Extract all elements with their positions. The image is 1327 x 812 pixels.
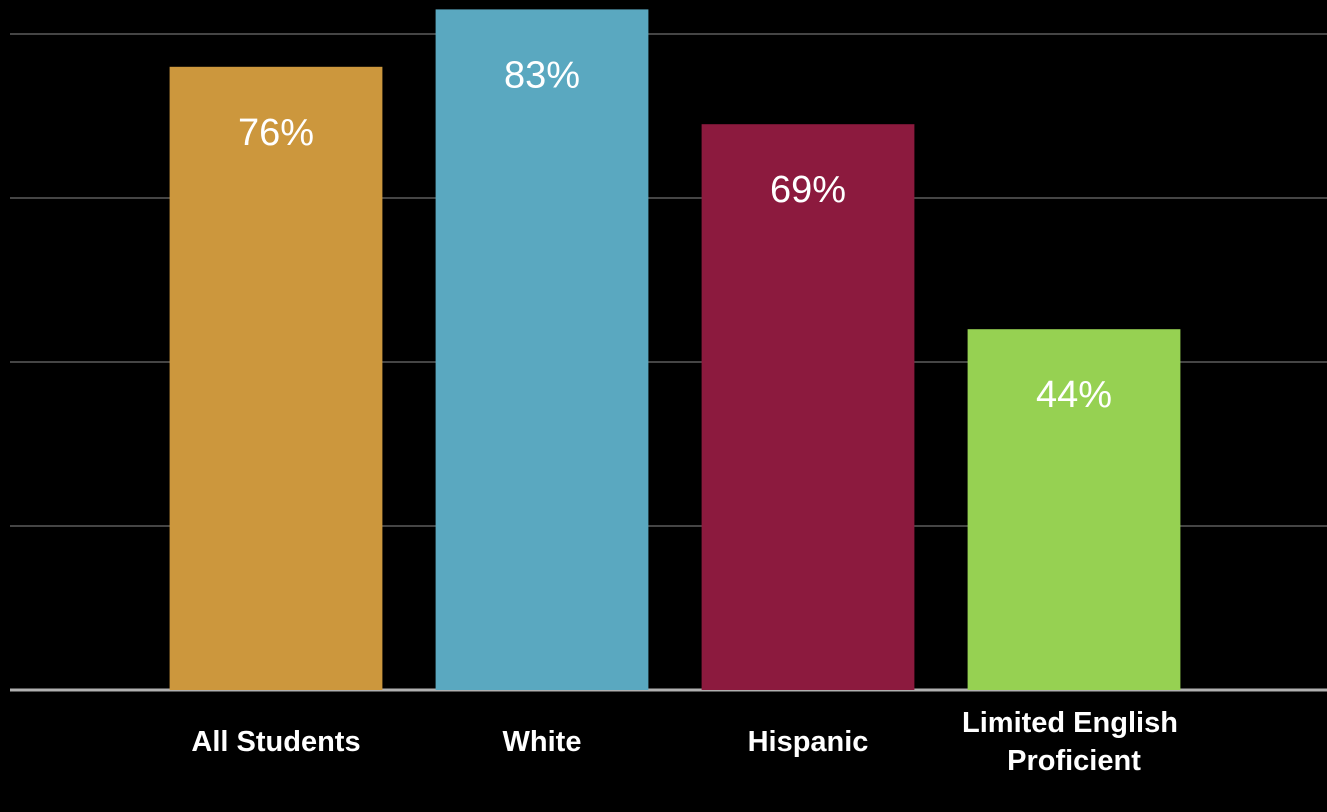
value-label: 69% <box>770 169 846 211</box>
bar <box>701 124 915 690</box>
value-label: 83% <box>504 54 580 96</box>
bar <box>169 66 383 691</box>
x-tick-label: Hispanic <box>748 726 869 758</box>
label-line: Hispanic <box>748 726 869 758</box>
x-tick-label: All Students <box>191 726 360 758</box>
label-line: White <box>503 726 582 758</box>
value-label: 76% <box>238 112 314 154</box>
x-tick-label: Limited English Proficient <box>962 707 1186 777</box>
x-tick-label: White <box>503 726 582 758</box>
label-line: Proficient <box>1007 745 1141 777</box>
bar <box>967 329 1181 690</box>
label-line: Limited English <box>962 707 1186 739</box>
value-label: 44% <box>1036 374 1112 416</box>
label-line: All Students <box>191 726 360 758</box>
bar <box>435 9 649 690</box>
